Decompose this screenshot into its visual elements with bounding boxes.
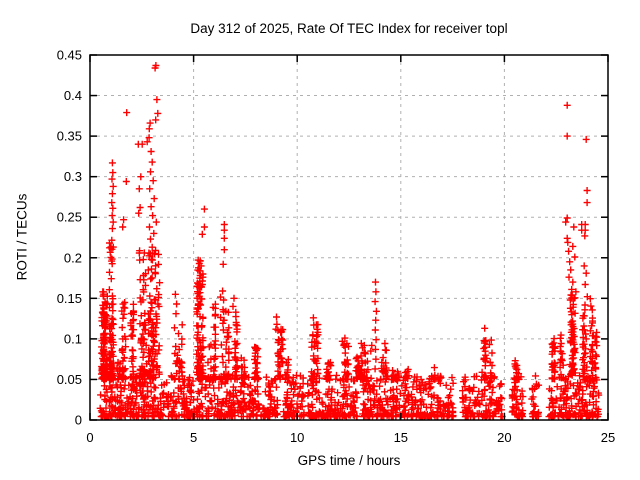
plot-border	[89, 54, 609, 421]
x-tick-label: 25	[601, 430, 615, 445]
y-tick-label: 0.1	[64, 331, 82, 346]
y-tick-label: 0.35	[57, 129, 82, 144]
x-axis-label: GPS time / hours	[297, 453, 401, 468]
x-tick-label: 15	[394, 430, 408, 445]
y-tick-label: 0	[75, 413, 82, 428]
y-tick-label: 0.2	[64, 250, 82, 265]
x-tick-label: 20	[497, 430, 511, 445]
x-tick-label: 0	[86, 430, 93, 445]
y-tick-label: 0.3	[64, 169, 82, 184]
y-tick-label: 0.05	[57, 372, 82, 387]
x-tick-label: 10	[290, 430, 304, 445]
y-tick-label: 0.4	[64, 88, 82, 103]
y-tick-label: 0.45	[57, 48, 82, 63]
x-tick-label: 5	[190, 430, 197, 445]
scatter-points	[96, 62, 603, 421]
y-tick-label: 0.25	[57, 210, 82, 225]
y-tick-label: 0.15	[57, 291, 82, 306]
chart-title: Day 312 of 2025, Rate Of TEC Index for r…	[190, 21, 508, 36]
